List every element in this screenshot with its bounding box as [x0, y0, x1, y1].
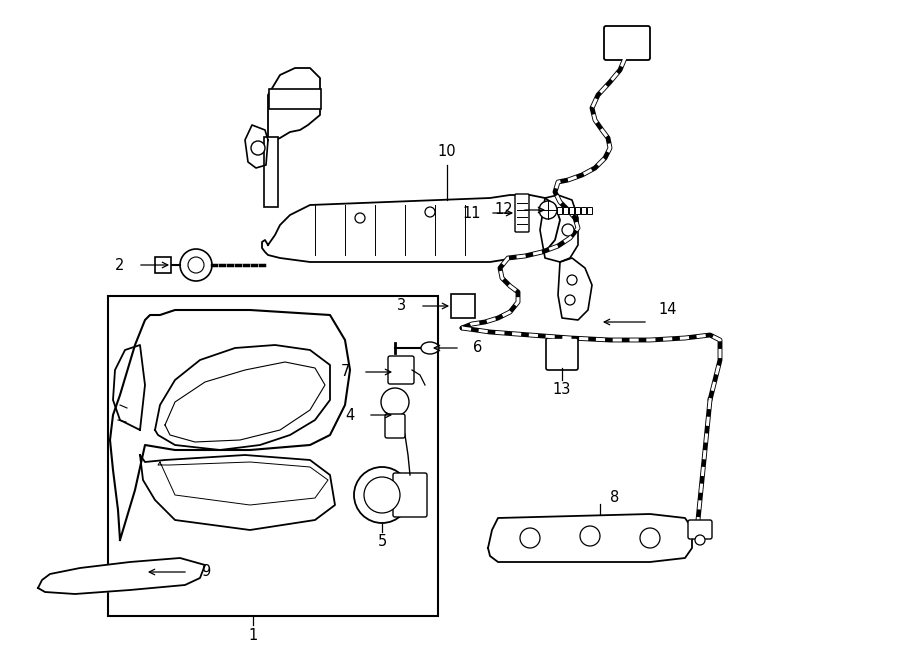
FancyBboxPatch shape: [515, 194, 529, 232]
FancyBboxPatch shape: [604, 26, 650, 60]
Circle shape: [188, 257, 204, 273]
Text: 5: 5: [377, 535, 387, 549]
FancyBboxPatch shape: [574, 206, 580, 214]
FancyBboxPatch shape: [546, 338, 578, 370]
Text: 8: 8: [610, 490, 619, 506]
Polygon shape: [113, 345, 145, 430]
FancyBboxPatch shape: [388, 356, 414, 384]
Polygon shape: [155, 345, 330, 450]
Text: 9: 9: [202, 564, 211, 580]
FancyBboxPatch shape: [587, 206, 591, 214]
Circle shape: [381, 388, 409, 416]
Text: 1: 1: [248, 627, 257, 642]
Circle shape: [539, 201, 557, 219]
Circle shape: [567, 275, 577, 285]
Circle shape: [562, 224, 574, 236]
Circle shape: [695, 535, 705, 545]
Circle shape: [354, 467, 410, 523]
Polygon shape: [558, 258, 592, 320]
Polygon shape: [262, 195, 560, 262]
Circle shape: [640, 528, 660, 548]
FancyBboxPatch shape: [155, 257, 171, 273]
Polygon shape: [38, 558, 205, 594]
FancyBboxPatch shape: [451, 294, 475, 318]
Text: 10: 10: [437, 145, 456, 159]
FancyBboxPatch shape: [556, 206, 562, 214]
Polygon shape: [110, 310, 350, 540]
Bar: [108, 296, 438, 616]
Circle shape: [251, 141, 265, 155]
Circle shape: [425, 207, 435, 217]
Text: 7: 7: [340, 364, 350, 379]
Polygon shape: [268, 68, 320, 140]
Text: 12: 12: [495, 202, 513, 217]
FancyBboxPatch shape: [562, 206, 568, 214]
Circle shape: [180, 249, 212, 281]
Circle shape: [580, 526, 600, 546]
Polygon shape: [140, 455, 335, 530]
FancyBboxPatch shape: [385, 414, 405, 438]
Text: 6: 6: [473, 340, 482, 356]
Circle shape: [520, 528, 540, 548]
Circle shape: [565, 295, 575, 305]
FancyBboxPatch shape: [569, 206, 573, 214]
FancyBboxPatch shape: [269, 89, 321, 109]
Ellipse shape: [421, 342, 439, 354]
Circle shape: [355, 213, 365, 223]
Polygon shape: [488, 514, 692, 562]
Text: 2: 2: [115, 258, 125, 272]
FancyBboxPatch shape: [688, 520, 712, 539]
Text: 3: 3: [398, 299, 407, 313]
Text: 14: 14: [659, 303, 677, 317]
Text: 11: 11: [463, 206, 482, 221]
Text: 13: 13: [553, 383, 572, 397]
Circle shape: [364, 477, 400, 513]
Polygon shape: [540, 195, 578, 262]
FancyBboxPatch shape: [580, 206, 586, 214]
Text: 4: 4: [346, 407, 355, 422]
Polygon shape: [245, 125, 268, 168]
FancyBboxPatch shape: [393, 473, 427, 517]
FancyBboxPatch shape: [264, 137, 278, 207]
